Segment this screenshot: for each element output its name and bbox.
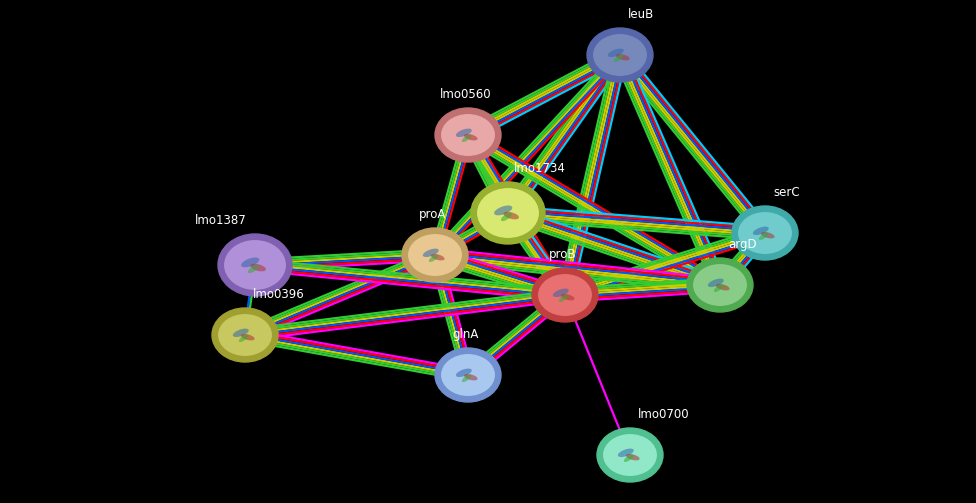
Text: lmo0560: lmo0560 bbox=[440, 88, 492, 101]
Ellipse shape bbox=[587, 28, 653, 82]
Text: lmo0396: lmo0396 bbox=[253, 288, 305, 301]
Ellipse shape bbox=[226, 324, 252, 340]
Ellipse shape bbox=[435, 108, 501, 162]
Ellipse shape bbox=[223, 239, 287, 291]
Ellipse shape bbox=[417, 244, 442, 260]
Ellipse shape bbox=[440, 353, 496, 397]
Ellipse shape bbox=[614, 55, 624, 62]
Ellipse shape bbox=[616, 54, 630, 60]
Ellipse shape bbox=[471, 182, 545, 244]
Ellipse shape bbox=[212, 308, 278, 362]
Ellipse shape bbox=[462, 375, 471, 382]
Ellipse shape bbox=[752, 226, 769, 235]
Ellipse shape bbox=[487, 200, 516, 218]
Text: lmo1387: lmo1387 bbox=[195, 214, 247, 227]
Text: argD: argD bbox=[728, 238, 756, 251]
Ellipse shape bbox=[218, 234, 292, 296]
Ellipse shape bbox=[713, 285, 723, 292]
Ellipse shape bbox=[552, 289, 569, 297]
Ellipse shape bbox=[402, 228, 468, 282]
Ellipse shape bbox=[450, 124, 475, 139]
Ellipse shape bbox=[561, 294, 575, 300]
Ellipse shape bbox=[618, 449, 633, 457]
Ellipse shape bbox=[532, 268, 598, 322]
Text: proA: proA bbox=[420, 208, 447, 221]
Ellipse shape bbox=[456, 129, 471, 137]
Ellipse shape bbox=[233, 328, 249, 337]
Ellipse shape bbox=[687, 258, 753, 312]
Ellipse shape bbox=[716, 284, 730, 290]
Ellipse shape bbox=[456, 369, 471, 377]
Ellipse shape bbox=[624, 455, 633, 462]
Ellipse shape bbox=[612, 444, 637, 459]
Ellipse shape bbox=[494, 206, 512, 215]
Ellipse shape bbox=[747, 222, 772, 237]
Ellipse shape bbox=[597, 428, 663, 482]
Ellipse shape bbox=[608, 49, 624, 57]
Ellipse shape bbox=[504, 212, 519, 219]
Ellipse shape bbox=[602, 44, 627, 59]
Text: proB: proB bbox=[549, 248, 577, 261]
Ellipse shape bbox=[692, 263, 748, 307]
Ellipse shape bbox=[759, 232, 768, 240]
Ellipse shape bbox=[251, 264, 266, 271]
Text: lmo1734: lmo1734 bbox=[514, 162, 566, 175]
Ellipse shape bbox=[501, 213, 511, 221]
Ellipse shape bbox=[435, 348, 501, 402]
Ellipse shape bbox=[234, 252, 263, 270]
Ellipse shape bbox=[476, 187, 540, 239]
Ellipse shape bbox=[423, 248, 439, 257]
Ellipse shape bbox=[239, 334, 248, 342]
Ellipse shape bbox=[241, 334, 255, 341]
Ellipse shape bbox=[547, 284, 572, 299]
Ellipse shape bbox=[559, 295, 568, 302]
Ellipse shape bbox=[450, 364, 475, 379]
Ellipse shape bbox=[241, 258, 260, 267]
Ellipse shape bbox=[592, 33, 648, 77]
Ellipse shape bbox=[708, 279, 724, 287]
Ellipse shape bbox=[248, 265, 259, 273]
Ellipse shape bbox=[464, 374, 477, 380]
Ellipse shape bbox=[702, 274, 727, 289]
Ellipse shape bbox=[217, 313, 273, 357]
Text: glnA: glnA bbox=[453, 328, 479, 341]
Ellipse shape bbox=[737, 211, 793, 255]
Text: leuB: leuB bbox=[628, 8, 654, 21]
Ellipse shape bbox=[602, 433, 658, 477]
Ellipse shape bbox=[462, 135, 471, 142]
Ellipse shape bbox=[407, 233, 463, 277]
Ellipse shape bbox=[431, 254, 445, 261]
Ellipse shape bbox=[464, 134, 477, 140]
Ellipse shape bbox=[761, 232, 775, 238]
Ellipse shape bbox=[440, 113, 496, 157]
Text: serC: serC bbox=[773, 186, 799, 199]
Ellipse shape bbox=[428, 255, 438, 262]
Ellipse shape bbox=[537, 273, 593, 317]
Text: lmo0700: lmo0700 bbox=[638, 408, 690, 421]
Ellipse shape bbox=[626, 454, 639, 460]
Ellipse shape bbox=[732, 206, 798, 260]
